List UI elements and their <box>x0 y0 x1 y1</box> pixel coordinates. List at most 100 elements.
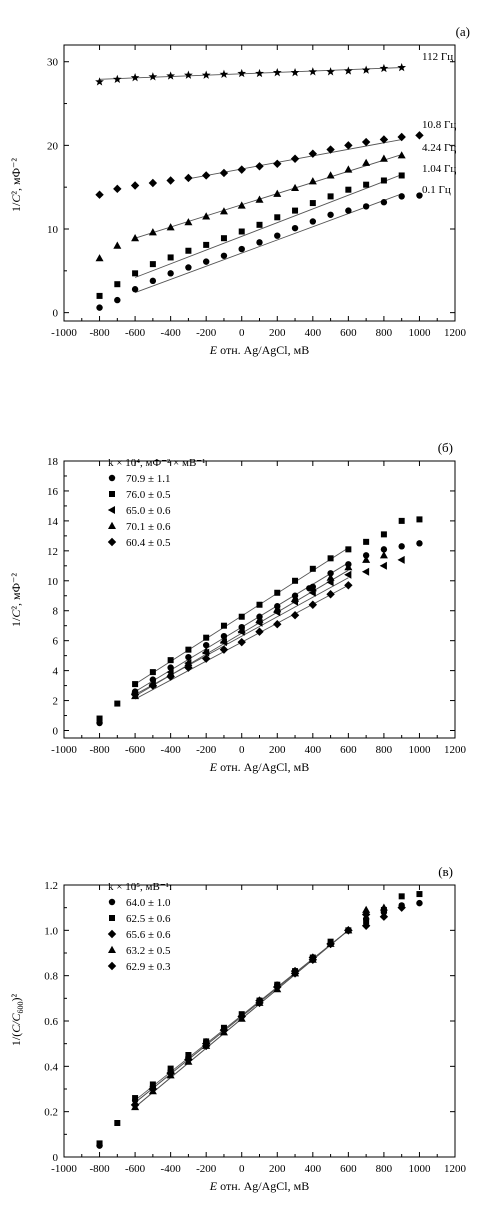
data-point <box>308 177 317 185</box>
data-point <box>416 540 423 547</box>
x-tick-label: 400 <box>305 1163 322 1175</box>
series-label: 4.24 Гц <box>422 142 456 154</box>
legend-marker <box>108 945 116 953</box>
y-tick-label: 16 <box>47 486 59 498</box>
data-point <box>114 1120 121 1126</box>
y-axis-label-symbol: C <box>9 194 23 203</box>
data-point <box>255 998 264 1008</box>
x-tick-label: 0 <box>239 1163 245 1175</box>
legend-marker <box>107 506 115 514</box>
legend-entry: 70.1 ± 0.6 <box>126 521 171 533</box>
legend-entry: 63.2 ± 0.5 <box>126 945 171 957</box>
y-tick-label: 0 <box>53 1152 59 1164</box>
data-point <box>149 669 156 676</box>
data-point <box>148 228 157 236</box>
data-point <box>345 546 352 553</box>
data-point <box>256 221 263 228</box>
x-tick-label: -600 <box>125 1163 146 1175</box>
data-point <box>379 63 389 73</box>
y-tick-label: 1.0 <box>44 925 58 937</box>
data-point <box>220 622 227 629</box>
series-label: 10.8 Гц <box>422 119 456 131</box>
data-point <box>309 565 316 572</box>
legend-entry: 65.6 ± 0.6 <box>126 929 171 941</box>
data-point <box>361 921 371 930</box>
x-tick-label: -800 <box>89 327 110 339</box>
data-point <box>184 218 193 226</box>
y-tick-label: 0.4 <box>44 1061 58 1073</box>
y-axis-label-symbol: C <box>9 609 23 618</box>
x-tick-label: 200 <box>269 1163 286 1175</box>
data-point <box>416 192 423 199</box>
data-point <box>185 247 192 254</box>
plot-frame <box>63 884 456 1158</box>
y-axis-label-pre: 1/ <box>9 617 23 627</box>
y-tick-label: 8 <box>53 606 59 618</box>
data-point <box>185 653 192 661</box>
x-tick-label: -600 <box>125 327 146 339</box>
data-point <box>362 905 371 913</box>
data-point <box>185 264 192 271</box>
data-point <box>361 65 371 74</box>
y-tick-label: 4 <box>53 666 59 678</box>
data-point <box>220 235 227 242</box>
data-point <box>398 543 405 550</box>
data-point <box>326 171 335 179</box>
data-point <box>362 203 370 210</box>
data-point <box>273 159 282 168</box>
data-point <box>149 1081 156 1088</box>
data-point <box>274 232 281 239</box>
x-tick-label: 1000 <box>408 327 431 339</box>
data-point <box>273 620 282 629</box>
data-point <box>291 183 300 192</box>
y-tick-label: 0.2 <box>44 1107 58 1119</box>
data-point <box>290 969 300 978</box>
y-axis-label-subscript: 600 <box>16 1001 25 1013</box>
y-tick-label: 12 <box>47 546 58 558</box>
data-point <box>363 918 370 925</box>
data-point <box>202 258 210 265</box>
data-point <box>167 1065 174 1072</box>
data-point <box>415 131 424 140</box>
x-tick-label: -400 <box>161 744 182 756</box>
x-tick-label: 1000 <box>408 744 431 756</box>
data-point <box>274 589 281 596</box>
data-point <box>344 581 353 590</box>
data-point <box>398 517 405 524</box>
fit-line <box>134 174 402 278</box>
data-point <box>308 600 318 609</box>
data-point <box>166 223 175 231</box>
data-point <box>203 634 210 641</box>
data-point <box>201 654 211 663</box>
legend-entry: 64.0 ± 1.0 <box>126 897 171 909</box>
data-point <box>130 690 140 699</box>
data-point <box>416 899 423 907</box>
data-point <box>291 224 299 232</box>
data-point <box>326 939 335 949</box>
x-tick-label: 600 <box>340 327 357 339</box>
data-point <box>292 577 299 584</box>
x-tick-label: 1200 <box>444 1163 467 1175</box>
legend: k × 10⁵, мВ⁻¹: 64.0 ± 1.0 62.5 ± 0.6 65.6 ±… <box>107 881 172 973</box>
data-point <box>397 151 406 159</box>
y-axis-label: 1/(C/C600)² <box>9 993 25 1046</box>
x-tick-label: -800 <box>89 1163 110 1175</box>
data-point <box>308 584 317 592</box>
data-point <box>363 538 370 545</box>
data-point <box>290 154 300 163</box>
data-point <box>380 546 388 553</box>
data-point <box>344 141 353 150</box>
data-point <box>290 68 300 77</box>
data-point <box>237 625 246 634</box>
plot-frame <box>63 460 456 739</box>
y-axis-label-post: ², мФ⁻² <box>9 573 23 610</box>
series-label: 112 Гц <box>422 51 453 63</box>
data-point <box>361 137 371 147</box>
x-tick-label: -800 <box>89 744 110 756</box>
x-tick-label: 0 <box>239 327 245 339</box>
data-point <box>114 700 121 707</box>
panel-label: (в) <box>438 864 453 879</box>
data-point <box>220 632 228 640</box>
x-tick-label: 200 <box>269 744 286 756</box>
